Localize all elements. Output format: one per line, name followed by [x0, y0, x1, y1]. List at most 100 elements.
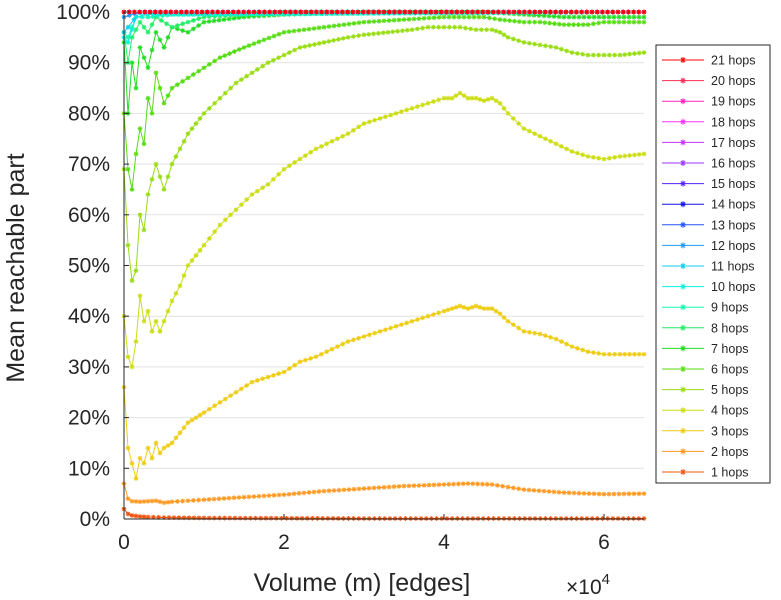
data-point	[631, 19, 637, 25]
data-point	[636, 516, 642, 521]
data-point	[326, 24, 332, 29]
data-point	[423, 516, 429, 521]
data-point	[484, 481, 490, 487]
data-point	[617, 351, 623, 357]
data-point	[197, 11, 203, 17]
data-point	[548, 516, 554, 521]
data-point	[548, 44, 554, 50]
data-point	[141, 141, 147, 147]
data-point	[459, 9, 465, 15]
data-point	[522, 9, 527, 15]
data-point	[631, 516, 637, 521]
legend-marker	[680, 221, 686, 228]
data-point	[564, 48, 570, 54]
data-point	[133, 85, 139, 91]
data-point	[543, 516, 548, 521]
data-point	[165, 34, 171, 40]
data-point	[150, 514, 156, 520]
data-point	[145, 65, 151, 71]
data-point	[377, 116, 383, 121]
data-point	[201, 111, 207, 116]
data-point	[641, 9, 647, 15]
data-point	[165, 308, 171, 314]
data-point	[492, 16, 498, 22]
data-point	[217, 399, 223, 405]
data-point	[331, 488, 337, 493]
data-point	[196, 497, 202, 503]
data-point	[615, 9, 621, 15]
data-point	[137, 126, 143, 132]
data-point	[335, 516, 341, 521]
data-point	[149, 498, 155, 504]
data-point	[517, 516, 522, 521]
data-point	[266, 493, 272, 499]
y-tick-label: 40%	[68, 305, 110, 328]
data-point	[236, 47, 242, 52]
data-point	[381, 18, 387, 24]
data-point	[401, 483, 407, 489]
data-point	[218, 11, 224, 17]
data-point	[129, 187, 135, 192]
data-point	[145, 12, 151, 17]
legend-marker	[680, 180, 686, 187]
data-point	[340, 516, 346, 521]
data-point	[611, 14, 617, 20]
data-point	[366, 485, 372, 491]
data-point	[537, 516, 543, 521]
legend-entry-3-hops: 3 hops	[662, 424, 749, 438]
data-point	[201, 242, 207, 248]
legend-label: 7 hops	[711, 342, 749, 356]
data-point	[641, 50, 647, 55]
data-point	[250, 11, 255, 17]
data-point	[145, 514, 151, 520]
data-point	[366, 119, 372, 125]
data-point	[201, 65, 207, 71]
data-point	[461, 14, 467, 20]
data-point	[376, 9, 382, 15]
data-point	[388, 112, 394, 118]
data-point	[627, 51, 632, 57]
data-point	[501, 105, 507, 111]
data-point	[430, 99, 436, 104]
series-line	[123, 11, 644, 44]
data-point	[601, 52, 607, 58]
data-point	[430, 312, 436, 317]
y-tick-label: 80%	[68, 102, 110, 125]
data-point	[331, 23, 337, 29]
data-point	[561, 14, 567, 20]
data-point	[297, 45, 303, 50]
data-point	[345, 339, 351, 344]
data-point	[542, 20, 548, 26]
data-point	[420, 25, 426, 31]
data-point	[232, 49, 237, 54]
data-point	[276, 55, 282, 61]
data-point	[532, 330, 538, 336]
data-point	[641, 516, 647, 521]
data-point	[237, 515, 243, 521]
data-point	[153, 29, 159, 35]
data-point	[222, 217, 228, 223]
data-point	[221, 496, 227, 501]
data-point	[594, 516, 600, 521]
data-point	[265, 11, 271, 17]
data-point	[190, 26, 196, 32]
data-point	[589, 9, 595, 15]
data-point	[606, 52, 612, 58]
data-point	[372, 330, 378, 336]
data-point	[216, 17, 222, 23]
data-point	[542, 136, 548, 142]
y-axis-label: Mean reachable part	[2, 153, 30, 382]
data-point	[190, 18, 196, 23]
data-point	[610, 9, 616, 15]
data-point	[441, 95, 447, 101]
data-point	[620, 516, 626, 521]
legend-entry-11-hops: 11 hops	[662, 260, 755, 274]
data-point	[475, 481, 480, 487]
legend-marker	[680, 201, 686, 208]
y-tick-label: 100%	[56, 1, 110, 24]
data-point	[404, 320, 410, 326]
data-point	[547, 20, 552, 26]
data-point	[145, 192, 151, 197]
data-point	[185, 131, 191, 137]
data-point	[493, 28, 499, 34]
